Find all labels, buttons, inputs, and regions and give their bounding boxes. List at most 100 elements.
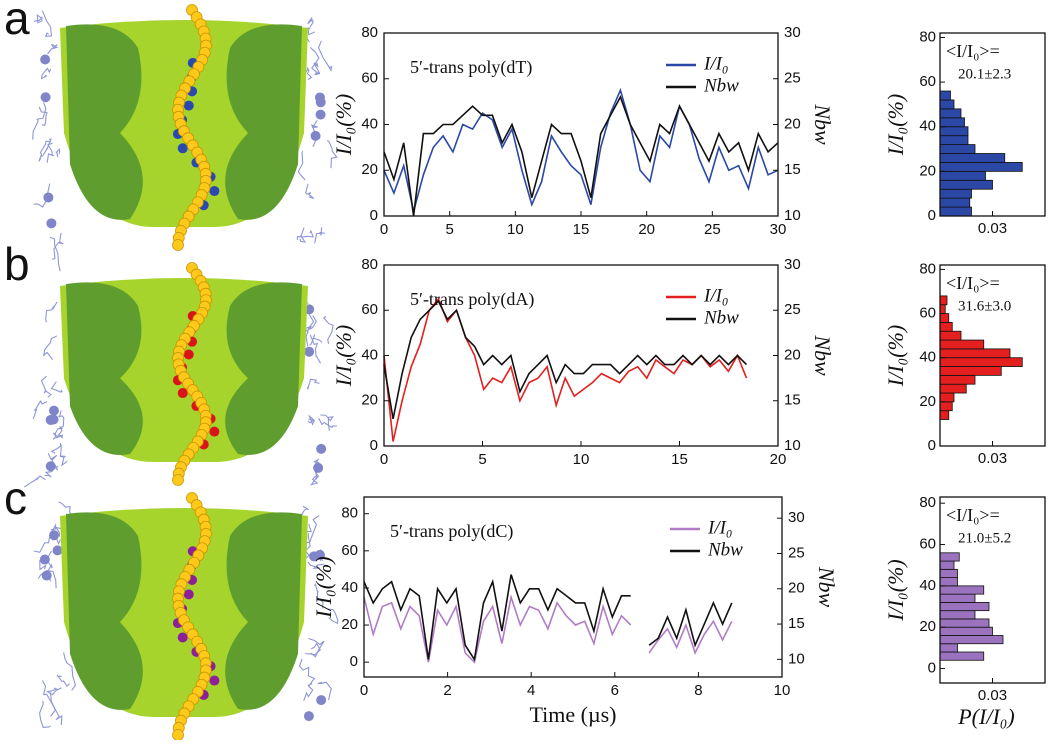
lipid-head <box>52 545 63 556</box>
y2-tick-label: 25 <box>784 301 801 318</box>
lipid <box>310 467 319 486</box>
lipid <box>46 142 54 163</box>
lipid <box>41 10 53 37</box>
y-tick-label: 40 <box>919 349 936 366</box>
y-tick-label: 60 <box>361 70 378 87</box>
pore-wall <box>66 512 143 710</box>
pore-wall <box>225 282 302 456</box>
y-tick-label: 80 <box>919 494 936 511</box>
lipid-head <box>48 405 59 416</box>
lipid <box>306 378 320 391</box>
lipid <box>307 561 325 569</box>
lipid-head <box>316 443 327 454</box>
panel-label: c <box>4 472 27 524</box>
x-tick-label: 2 <box>443 682 451 699</box>
histogram-bar <box>939 153 1006 163</box>
histogram-bar <box>939 374 976 385</box>
y2-tick-label: 30 <box>784 256 801 273</box>
lipid-head <box>43 192 54 203</box>
chart-title: 5′-trans poly(dC) <box>390 521 513 542</box>
panel-label: a <box>4 0 30 44</box>
lipid <box>49 692 63 725</box>
lipid <box>50 442 62 457</box>
lipid <box>52 232 64 260</box>
y-tick-label: 0 <box>350 653 358 670</box>
x-tick-label: 5 <box>445 221 453 238</box>
legend-label: Nbw <box>703 307 739 328</box>
lipid <box>305 642 321 656</box>
lipid <box>55 147 61 158</box>
histogram-bar <box>939 206 972 217</box>
backbone-bead <box>172 239 184 251</box>
y-tick-label: 80 <box>361 256 378 273</box>
y2-tick-label: 15 <box>784 161 801 178</box>
lipid-head <box>314 549 325 560</box>
lipid-head <box>45 461 56 472</box>
y-tick-label: 0 <box>370 207 378 224</box>
lipid <box>43 335 58 360</box>
pore-wall <box>225 24 302 220</box>
x-tick-label: 10 <box>573 451 590 468</box>
annotation: <I/I₀>= <box>946 505 1000 525</box>
y-tick-label: 0 <box>928 207 936 224</box>
lipid <box>54 526 62 545</box>
x-tick-label: 8 <box>694 682 702 699</box>
lipid <box>47 43 59 55</box>
lipid <box>54 426 64 440</box>
y-tick-label: 60 <box>341 542 358 559</box>
base <box>209 186 220 197</box>
x-tick-label: 5 <box>478 451 486 468</box>
base <box>183 349 194 360</box>
y2-axis-label: Nbw <box>810 103 835 145</box>
y-tick-label: 20 <box>361 161 378 178</box>
molecule-image <box>33 492 339 741</box>
chart-title: 5′-trans poly(dT) <box>410 57 532 78</box>
base <box>209 426 220 437</box>
series-line <box>383 87 779 212</box>
base <box>177 388 188 399</box>
lipid <box>45 301 58 323</box>
lipid <box>39 700 51 729</box>
y-tick-label: 40 <box>919 118 936 135</box>
base <box>209 675 220 686</box>
y-tick-label: 40 <box>361 115 378 132</box>
y2-tick-label: 30 <box>784 24 801 41</box>
histogram-bar <box>939 179 993 190</box>
x-tick-label: 0 <box>380 451 388 468</box>
lipid <box>317 681 332 701</box>
series-line <box>363 574 733 662</box>
lipid <box>57 410 65 430</box>
histogram-bar <box>939 330 962 341</box>
series-line <box>383 95 779 217</box>
histogram-bar <box>939 99 955 110</box>
x-tick-label: 15 <box>671 451 688 468</box>
chart-title: 5′-trans poly(dA) <box>410 289 534 310</box>
pore-wall <box>66 282 143 456</box>
plot-frame <box>363 496 783 678</box>
y-axis-label: I/I₀(%) <box>883 94 908 156</box>
lipid-head <box>304 346 315 357</box>
histogram-bar <box>939 626 993 636</box>
y2-axis-label: Nbw <box>814 566 839 608</box>
histogram-bar <box>939 610 976 620</box>
y2-tick-label: 15 <box>784 392 801 409</box>
y2-tick-label: 30 <box>788 509 805 526</box>
lipid <box>37 569 57 589</box>
lipid <box>40 67 52 80</box>
molecule-image <box>32 4 338 272</box>
base <box>183 100 194 111</box>
lipid <box>49 236 61 272</box>
histogram-bar <box>939 144 976 154</box>
histogram-bar <box>939 357 1023 367</box>
lipid-head <box>313 462 324 473</box>
histogram-bar <box>939 552 960 562</box>
lipid <box>303 682 314 702</box>
annotation-value: 20.1±2.3 <box>958 66 1011 82</box>
y-tick-label: 80 <box>361 24 378 41</box>
y-tick-label: 20 <box>361 392 378 409</box>
y-tick-label: 20 <box>919 162 936 179</box>
legend-label: I/I₀ <box>707 517 733 538</box>
histogram-bar <box>939 117 965 128</box>
x-tick-label: 0 <box>380 221 388 238</box>
y2-tick-label: 20 <box>784 346 801 363</box>
